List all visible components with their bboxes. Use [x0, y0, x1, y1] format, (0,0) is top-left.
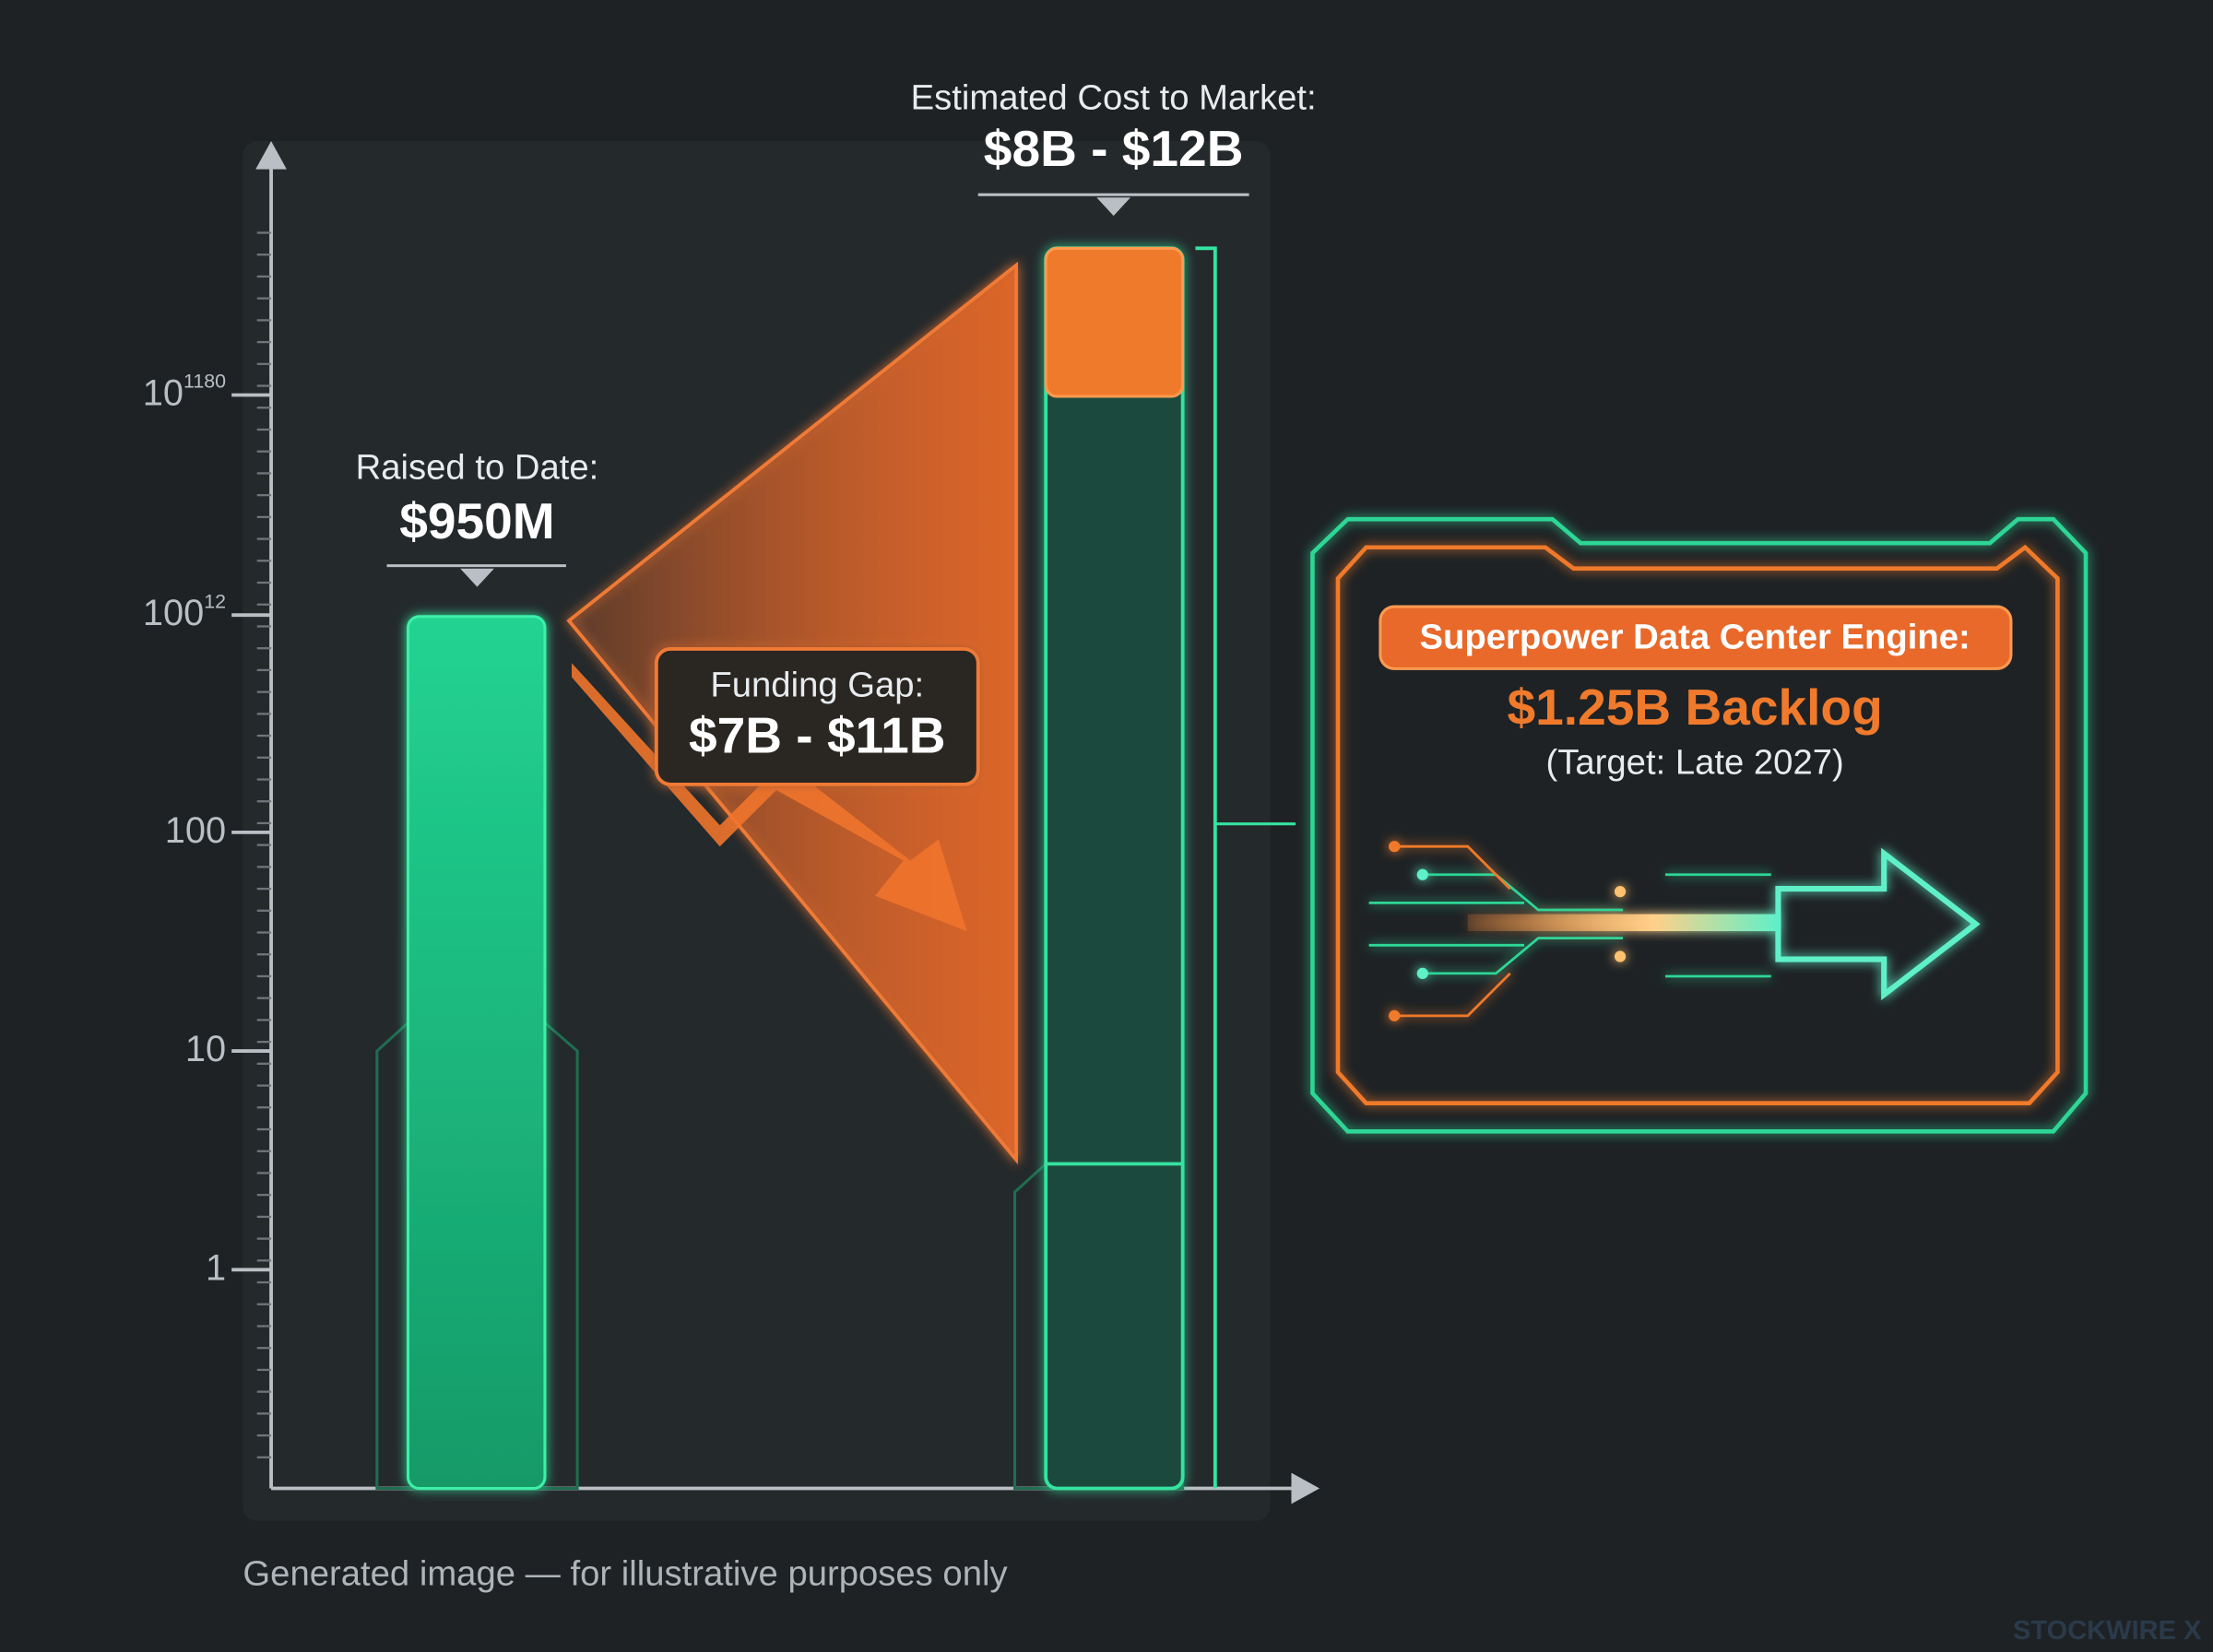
circuit-arrow: [1368, 841, 1981, 1021]
engine-tag-text: Superpower Data Center Engine:: [1420, 617, 1970, 656]
gap-value: $7B - $11B: [689, 706, 946, 763]
footer: Generated image — for illustrative purpo…: [243, 1553, 1008, 1593]
pointer: [460, 568, 494, 587]
raised-label: Raised to Date:: [356, 448, 599, 488]
bracket: [1195, 246, 1217, 1489]
y-tick-exp: 12: [204, 590, 226, 612]
gap-arrow: [572, 663, 967, 932]
engine-value: $1.25B Backlog: [1508, 678, 1883, 736]
engine-note: (Target: Late 2027): [1546, 743, 1844, 783]
engine-tag: [1379, 605, 2013, 670]
y-tick-label: 10: [185, 1029, 226, 1069]
y-tick-exp: 1180: [183, 370, 226, 392]
cost-value: $8B - $12B: [984, 120, 1244, 177]
minor-ticks: [256, 231, 272, 1458]
y-tick-base: 1: [206, 1247, 226, 1288]
y-tick-base: 10: [185, 1029, 226, 1069]
cost-label: Estimated Cost to Market:: [911, 78, 1317, 118]
y-tick-label: 1: [206, 1247, 226, 1288]
cost-bar: [1044, 246, 1185, 1491]
raised-bar: [406, 615, 547, 1491]
raised-value: $950M: [399, 492, 554, 549]
cost-top: [1044, 246, 1185, 398]
y-tick-base: 100: [143, 593, 204, 633]
pointer: [1096, 197, 1131, 217]
engine-panel: [1310, 516, 2089, 1134]
gap-label: Funding Gap:: [710, 665, 924, 704]
watermark: STOCKWIRE X: [2013, 1616, 2202, 1646]
y-tick-base: 10: [143, 372, 183, 413]
y-tick-label: 10012: [143, 590, 226, 633]
y-tick-label: 101180: [143, 370, 226, 413]
y-tick-label: 100: [165, 809, 226, 850]
gap-box: [654, 647, 980, 786]
y-tick-base: 100: [165, 809, 226, 850]
